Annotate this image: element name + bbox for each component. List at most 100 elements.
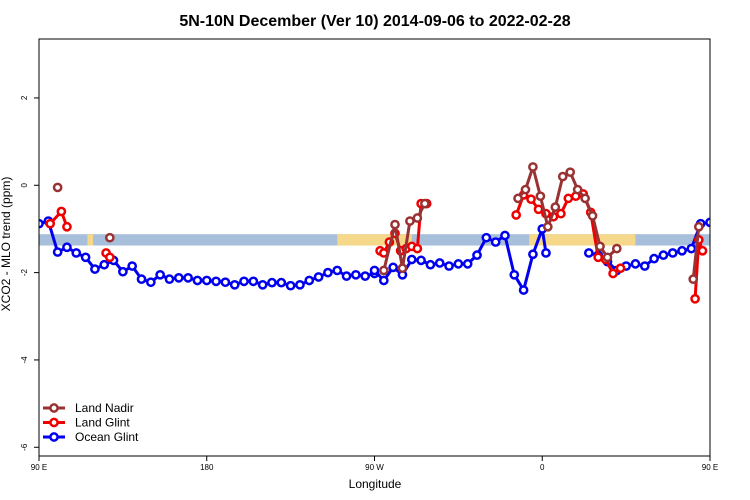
land-glint-point: [697, 245, 708, 256]
ocean-glint-point: [62, 242, 72, 253]
ocean-glint-point: [434, 258, 445, 268]
land-glint-point: [615, 263, 626, 274]
ocean-glint-point: [518, 285, 529, 295]
x-tick-label: 90 E: [31, 463, 47, 472]
ocean-glint-point: [528, 249, 538, 260]
land-nadir-point: [688, 274, 699, 285]
x-axis-ticks: 90 E 180 90 W 0 90 E: [31, 456, 718, 472]
land-nadir-point: [732, 184, 739, 191]
ocean-glint-point: [541, 248, 551, 258]
ocean-glint-point: [220, 277, 231, 288]
land-nadir-point: [104, 232, 115, 243]
legend-label-land-nadir: Land Nadir: [75, 401, 134, 415]
ocean-glint-point: [183, 272, 193, 283]
ocean-glint-point: [229, 279, 240, 290]
ocean-glint-point: [145, 277, 156, 288]
highlight-band-1: [529, 234, 636, 246]
legend-marker-land-glint: [49, 417, 59, 428]
ocean-glint-point: [388, 262, 398, 273]
ocean-glint-point: [313, 272, 324, 282]
ocean-glint-point: [332, 265, 343, 276]
ocean-glint-point: [472, 250, 482, 260]
ocean-glint-point: [52, 247, 63, 257]
land-glint-point: [412, 243, 423, 254]
ocean-glint-point: [285, 280, 296, 291]
land-glint-point: [690, 293, 700, 304]
chart-title: 5N-10N December (Ver 10) 2014-09-06 to 2…: [179, 13, 570, 30]
ocean-glint-point: [639, 261, 650, 271]
ocean-glint-point: [677, 245, 687, 256]
ocean-glint-point: [304, 275, 315, 286]
land-nadir-point: [542, 221, 553, 232]
y-tick-label: 2: [20, 95, 29, 100]
ocean-glint-point: [481, 232, 492, 243]
ocean-glint-point: [725, 244, 732, 251]
ocean-glint-point: [71, 248, 82, 258]
ocean-glint-point: [295, 279, 305, 290]
ocean-glint-point: [351, 269, 361, 280]
data-series: [39, 162, 749, 304]
ocean-glint-point: [341, 271, 352, 281]
land-glint-point: [556, 208, 566, 219]
land-glint-point: [45, 218, 56, 229]
land-nadir-point: [595, 241, 605, 252]
x-tick-label: 90 E: [702, 463, 718, 472]
ocean-glint-point: [416, 255, 426, 266]
ocean-glint-point: [509, 269, 520, 280]
land-nadir-point: [565, 167, 576, 178]
ocean-glint-point: [658, 250, 669, 260]
land-nadir-point: [412, 213, 423, 223]
land-nadir-point: [602, 252, 613, 263]
land-nadir-point: [580, 193, 590, 204]
ocean-glint-point: [173, 272, 184, 283]
ocean-glint-point: [80, 252, 91, 263]
land-nadir-point: [693, 221, 704, 232]
legend-label-land-glint: Land Glint: [75, 416, 130, 430]
ocean-glint-point: [369, 265, 380, 276]
ocean-glint-point: [99, 259, 110, 270]
ocean-glint-point: [462, 259, 473, 269]
land-glint-point: [511, 210, 522, 220]
ocean-glint-point: [136, 274, 147, 285]
ocean-glint-point: [406, 254, 417, 265]
land-nadir-point: [587, 210, 598, 221]
legend-label-ocean-glint: Ocean Glint: [75, 430, 139, 444]
y-tick-label: -6: [20, 443, 29, 451]
land-nadir-point: [513, 193, 523, 204]
x-axis-label: Longitude: [349, 477, 402, 491]
ocean-glint-point: [118, 266, 128, 277]
y-axis-ticks: 2 0 -2 -4 -6: [20, 95, 39, 451]
plot-frame: [38, 38, 711, 457]
land-glint-point: [104, 252, 115, 263]
ocean-glint-point: [239, 276, 249, 287]
y-tick-label: -2: [20, 269, 29, 277]
land-glint-point: [608, 268, 618, 279]
land-nadir-point: [520, 184, 531, 195]
land-nadir-point: [528, 162, 538, 172]
legend-marker-land-nadir: [49, 403, 59, 413]
ocean-glint-point: [583, 248, 594, 258]
land-glint-point: [563, 193, 574, 204]
ocean-glint-point: [257, 279, 268, 290]
land-nadir-line-4: [691, 226, 701, 280]
ocean-glint-point: [425, 259, 436, 270]
x-tick-label: 180: [200, 463, 214, 472]
ocean-glint-point: [667, 248, 678, 258]
land-glint-point: [736, 211, 743, 218]
reference-bands: [39, 234, 710, 246]
ocean-glint-point: [705, 217, 710, 228]
ocean-glint-point: [686, 243, 697, 254]
ocean-glint-point: [127, 261, 138, 271]
land-glint-point: [742, 223, 749, 230]
ocean-glint-point: [490, 237, 501, 247]
land-glint-point: [62, 221, 72, 232]
land-nadir-point: [557, 171, 568, 182]
ocean-glint-point: [378, 275, 389, 286]
land-nadir-point: [390, 219, 400, 230]
ocean-glint-point: [192, 275, 203, 286]
ocean-glint-point: [734, 248, 741, 255]
ocean-glint-point: [90, 264, 100, 274]
y-tick-label: -4: [20, 356, 29, 364]
